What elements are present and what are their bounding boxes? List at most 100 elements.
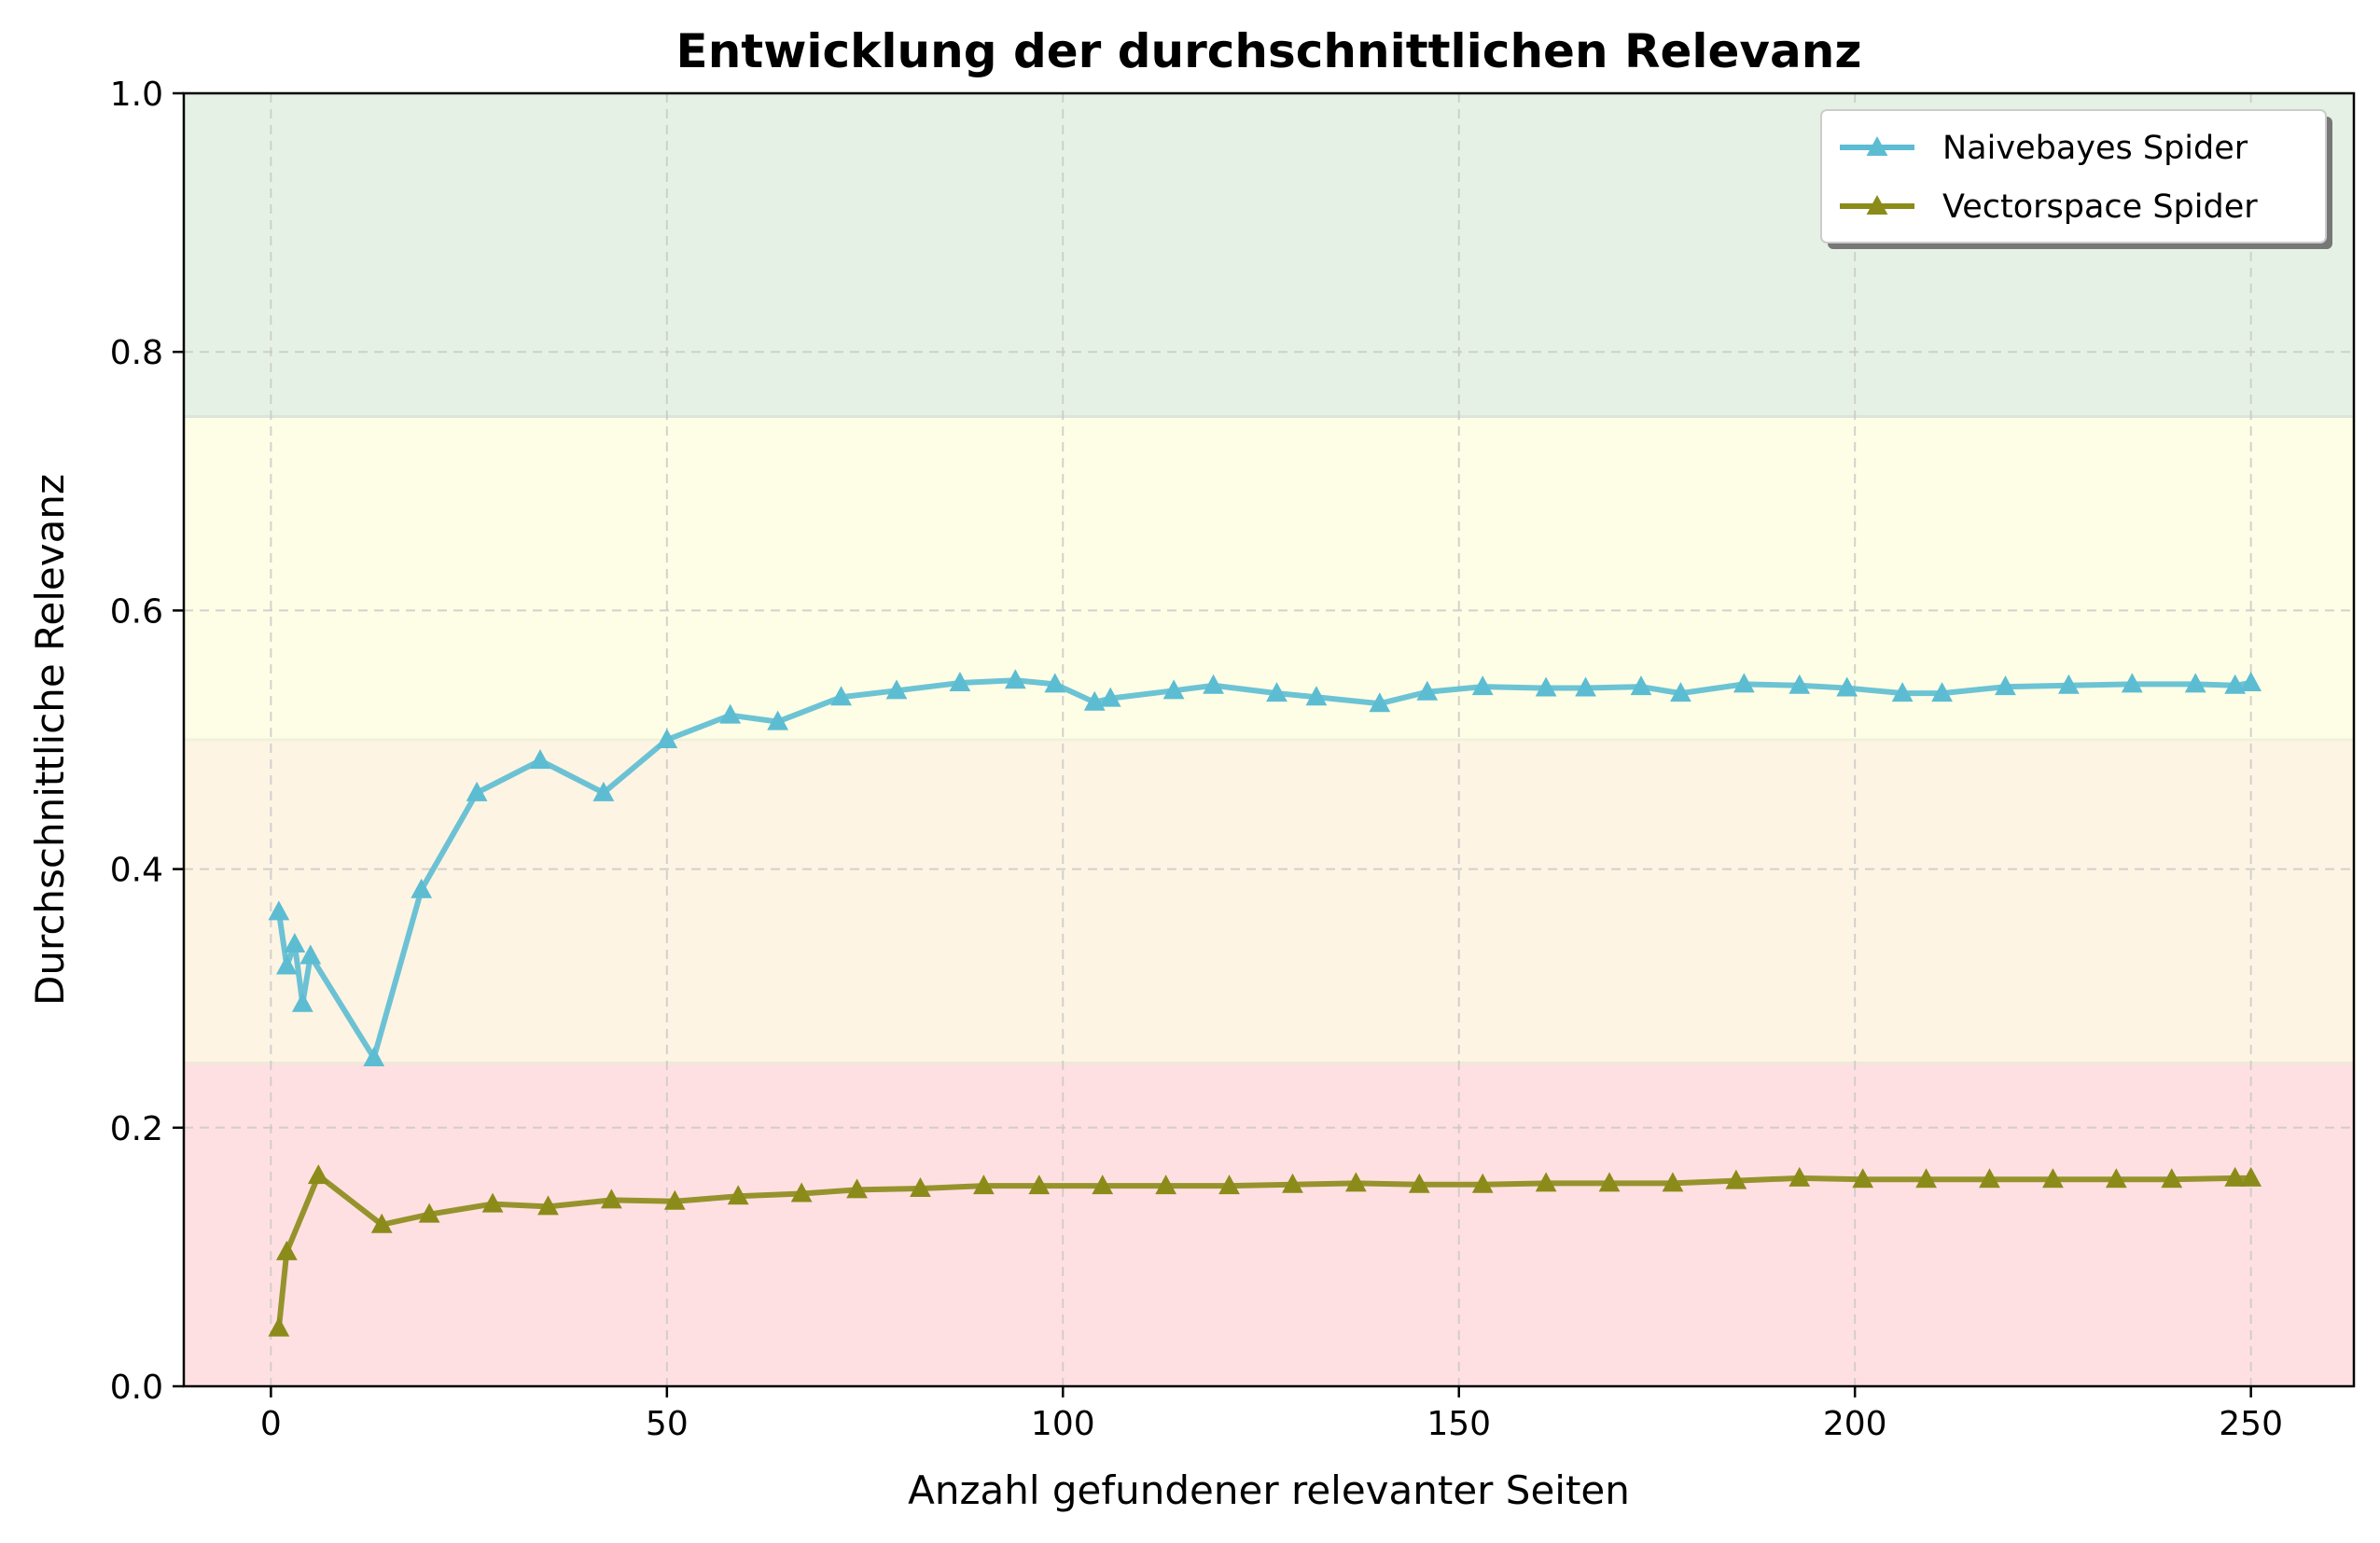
data-point [2224, 674, 2247, 694]
data-point [1305, 686, 1328, 706]
data-point [719, 703, 742, 724]
data-point [370, 1213, 393, 1233]
series-line [275, 677, 2252, 1061]
data-point [1598, 1172, 1621, 1192]
data-point [1044, 673, 1066, 693]
data-point [1004, 669, 1026, 689]
data-point [1344, 1172, 1367, 1192]
chart-title: Entwicklung der durchschnittlichen Relev… [676, 24, 1862, 78]
data-point [268, 1316, 290, 1337]
data-point [1662, 1172, 1684, 1192]
data-point [2121, 673, 2143, 693]
y-tick-label: 0.6 [110, 592, 163, 631]
data-point [466, 781, 488, 801]
data-point [1979, 1168, 2000, 1189]
legend-item-0: Naivebayes Spider [1840, 130, 2248, 167]
x-axis-ticks: 0 50 100 150 200 250 [260, 1386, 2283, 1443]
data-point [656, 729, 678, 748]
data-point [2057, 674, 2080, 694]
data-point [537, 1195, 559, 1216]
y-tick-label: 1.0 [110, 76, 163, 114]
data-point [1408, 1173, 1430, 1193]
legend: Naivebayes Spider Vectorspace Spider [1820, 109, 2332, 249]
data-point [1218, 1175, 1240, 1195]
y-tick-label: 0.4 [110, 852, 163, 890]
y-tick-label: 0.8 [110, 334, 163, 372]
data-point [2105, 1168, 2127, 1189]
data-point [1836, 676, 1858, 697]
series-1 [268, 1164, 2262, 1337]
data-point [767, 710, 789, 730]
legend-marker [1866, 136, 1888, 156]
data-series [268, 669, 2262, 1337]
data-point [790, 1182, 813, 1202]
data-point [2224, 1166, 2247, 1187]
x-tick-label: 100 [1031, 1405, 1095, 1443]
data-point [363, 1046, 385, 1066]
data-point [1733, 673, 1755, 693]
data-point [529, 749, 551, 770]
background-band-1 [184, 740, 2354, 1063]
series-0 [268, 669, 2262, 1066]
data-point [1155, 1175, 1177, 1195]
data-point [1369, 692, 1391, 713]
data-point [972, 1175, 995, 1195]
data-point [2161, 1168, 2183, 1189]
data-point [1083, 690, 1106, 711]
background-band-0 [184, 1063, 2354, 1386]
x-axis-label: Anzahl gefundener relevanter Seiten [908, 1467, 1630, 1513]
data-point [1891, 682, 1914, 702]
data-point [1099, 687, 1121, 707]
y-axis-ticks: 0.0 0.2 0.4 0.6 0.8 1.0 [110, 76, 184, 1407]
x-tick-label: 150 [1427, 1405, 1491, 1443]
data-point [411, 878, 433, 898]
y-tick-label: 0.0 [110, 1369, 163, 1407]
data-point [1266, 682, 1287, 702]
data-point [481, 1192, 504, 1213]
data-point [1471, 1173, 1494, 1193]
data-point [1630, 675, 1652, 696]
data-point [1788, 674, 1811, 694]
data-point [1788, 1166, 1811, 1187]
data-point [1931, 682, 1953, 702]
data-point [727, 1185, 749, 1205]
data-point [1535, 676, 1557, 697]
data-point [1852, 1168, 1874, 1189]
legend-item-1: Vectorspace Spider [1840, 188, 2258, 226]
data-point [418, 1202, 440, 1223]
data-point [949, 672, 971, 692]
legend-label: Naivebayes Spider [1942, 130, 2248, 167]
data-point [1416, 680, 1439, 701]
legend-box [1820, 109, 2327, 243]
data-point [1995, 675, 2016, 696]
x-tick-label: 0 [260, 1405, 282, 1443]
data-point [307, 1164, 329, 1185]
data-point [2240, 1166, 2262, 1187]
data-point [1915, 1168, 1937, 1189]
data-point [284, 932, 306, 952]
y-axis-label: Durchschnittliche Relevanz [27, 474, 73, 1006]
data-point [910, 1176, 931, 1197]
data-point [1535, 1172, 1557, 1192]
data-point [830, 686, 852, 706]
axes-frame [182, 91, 2356, 1388]
background-bands [184, 93, 2354, 1386]
data-point [846, 1178, 868, 1199]
data-point [1282, 1173, 1303, 1193]
data-point [2042, 1168, 2064, 1189]
data-point [275, 1240, 298, 1260]
data-point [601, 1189, 622, 1209]
data-point [291, 992, 313, 1012]
y-tick-label: 0.2 [110, 1110, 163, 1148]
data-point [1575, 676, 1596, 697]
data-point [268, 900, 290, 921]
data-point [1471, 675, 1494, 696]
data-point [299, 944, 322, 965]
data-point [1203, 674, 1224, 694]
data-point [885, 679, 908, 700]
x-tick-label: 50 [646, 1405, 689, 1443]
data-point [2240, 672, 2262, 692]
legend-marker [1866, 195, 1888, 215]
data-point [663, 1189, 686, 1210]
